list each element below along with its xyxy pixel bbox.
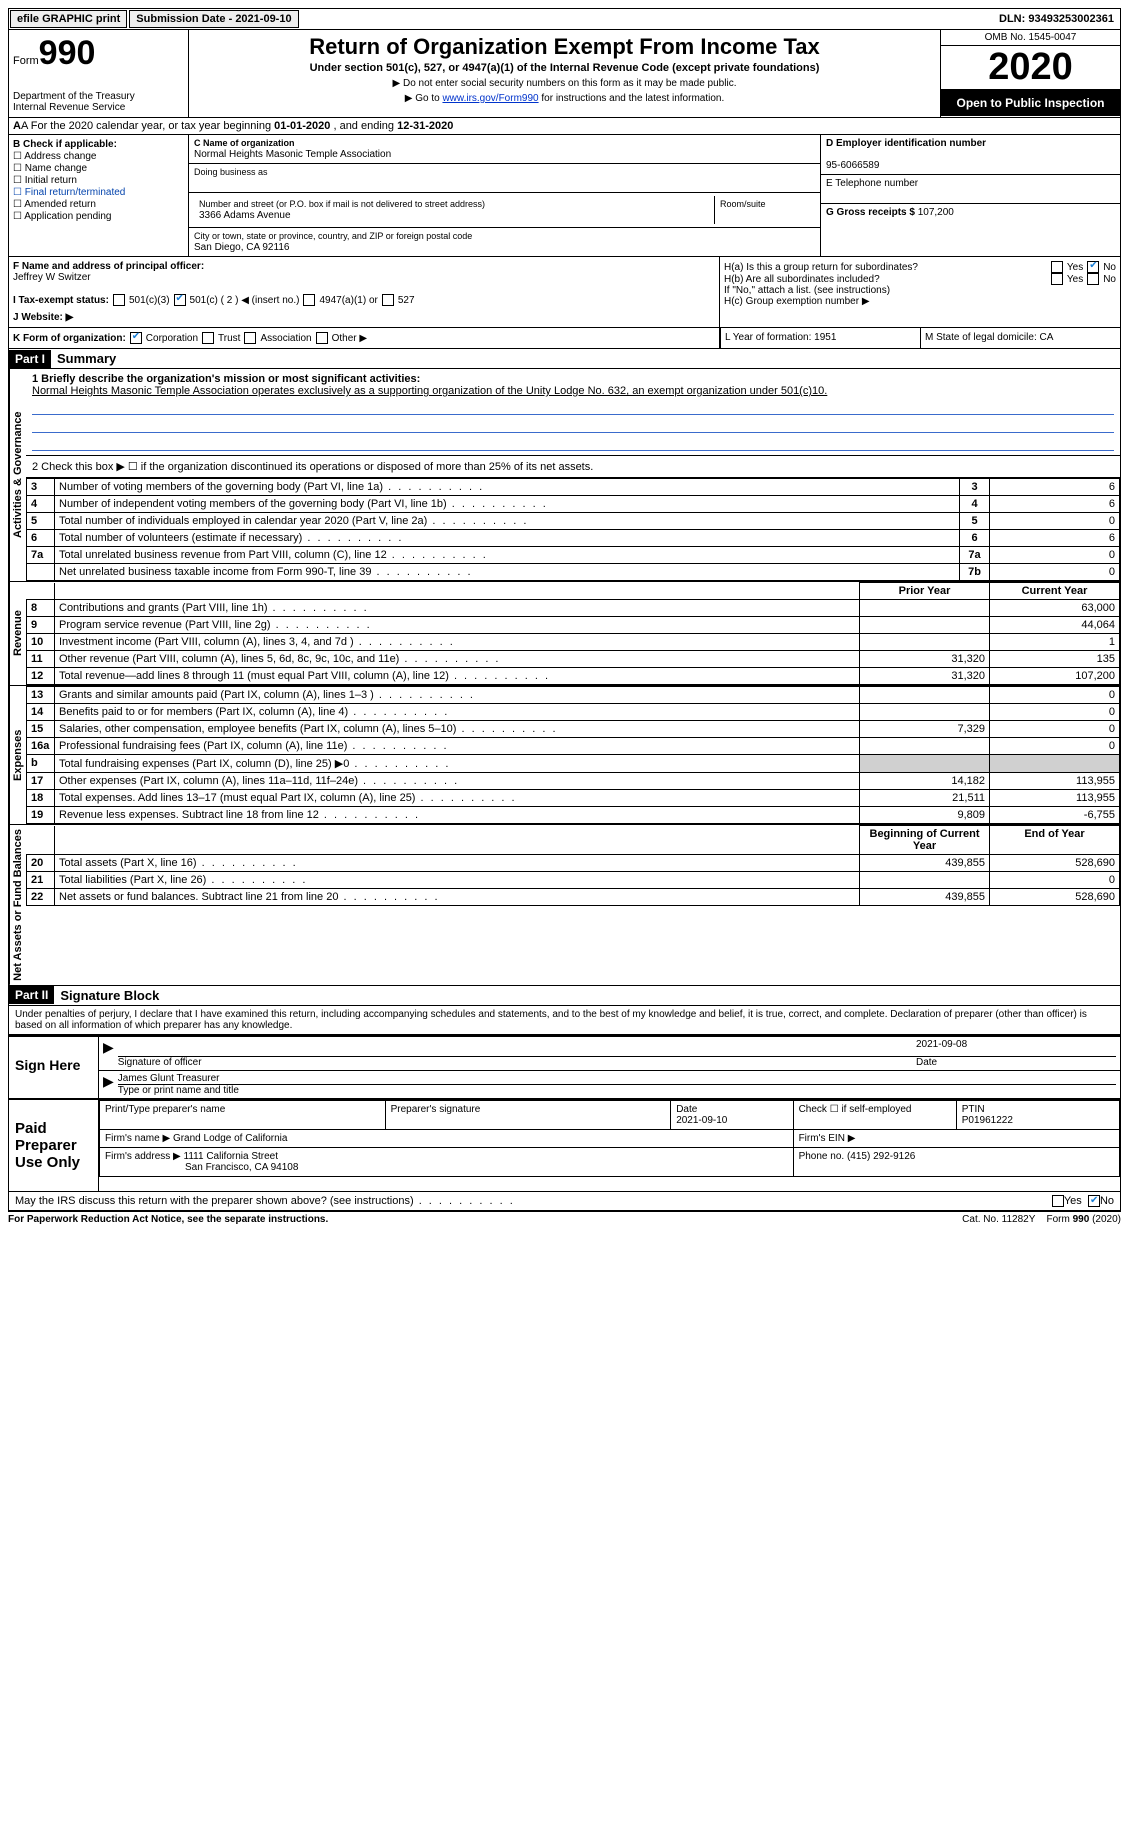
phone-label: E Telephone number — [826, 178, 918, 189]
check-527[interactable] — [382, 294, 394, 306]
firm-name: Grand Lodge of California — [173, 1133, 288, 1144]
footer: For Paperwork Reduction Act Notice, see … — [8, 1211, 1121, 1225]
arrow-icon: ▶ — [103, 1073, 114, 1096]
check-application-pending[interactable]: ☐ Application pending — [13, 211, 184, 222]
perjury-declaration: Under penalties of perjury, I declare th… — [8, 1006, 1121, 1035]
entity-block: B Check if applicable: ☐ Address change … — [8, 135, 1121, 257]
org-name: Normal Heights Masonic Temple Associatio… — [194, 149, 391, 160]
net-assets-table: Beginning of Current YearEnd of Year20To… — [26, 825, 1120, 906]
room-suite-label: Room/suite — [720, 199, 766, 209]
discuss-yes[interactable] — [1052, 1195, 1064, 1207]
discuss-row: May the IRS discuss this return with the… — [8, 1192, 1121, 1211]
part-1-header: Part I Summary — [8, 349, 1121, 369]
check-other[interactable] — [316, 332, 328, 344]
form-subtitle: Under section 501(c), 527, or 4947(a)(1)… — [193, 62, 936, 74]
form-title: Return of Organization Exempt From Incom… — [193, 34, 936, 60]
h-a-yes[interactable] — [1051, 261, 1063, 273]
form-ref: Form 990 (2020) — [1047, 1214, 1122, 1225]
arrow-icon: ▶ — [103, 1039, 114, 1068]
firm-city: San Francisco, CA 94108 — [185, 1162, 298, 1173]
firm-ein-label: Firm's EIN ▶ — [799, 1133, 856, 1144]
ptin: P01961222 — [962, 1115, 1013, 1126]
department-label: Department of the Treasury Internal Reve… — [13, 91, 184, 113]
sig-date: 2021-09-08 — [916, 1039, 1116, 1057]
rot-expenses: Expenses — [9, 686, 26, 824]
check-name-change[interactable]: ☐ Name change — [13, 163, 184, 174]
city-state-zip: San Diego, CA 92116 — [194, 242, 289, 253]
form-note-1: ▶ Do not enter social security numbers o… — [193, 78, 936, 89]
officer-group-block: F Name and address of principal officer:… — [8, 257, 1121, 328]
check-trust[interactable] — [202, 332, 214, 344]
check-501c3[interactable] — [113, 294, 125, 306]
h-b-yes[interactable] — [1051, 273, 1063, 285]
omb-number: OMB No. 1545-0047 — [941, 30, 1120, 46]
paid-preparer-block: Paid Preparer Use Only Print/Type prepar… — [8, 1099, 1121, 1192]
form-number: Form990 — [13, 34, 184, 73]
open-inspection-badge: Open to Public Inspection — [941, 90, 1120, 116]
h-a-no[interactable] — [1087, 261, 1099, 273]
gross-receipts: 107,200 — [918, 207, 954, 218]
check-final-return[interactable]: ☐ Final return/terminated — [13, 187, 184, 198]
check-corporation[interactable] — [130, 332, 142, 344]
h-b-no[interactable] — [1087, 273, 1099, 285]
sign-here-block: Sign Here ▶ Signature of officer 2021-09… — [8, 1035, 1121, 1099]
check-address-change[interactable]: ☐ Address change — [13, 151, 184, 162]
rot-governance: Activities & Governance — [9, 369, 26, 581]
col-c: C Name of organization Normal Heights Ma… — [189, 135, 820, 256]
h-b-note: If "No," attach a list. (see instruction… — [724, 285, 1116, 296]
check-amended-return[interactable]: ☐ Amended return — [13, 199, 184, 210]
revenue-table: Prior YearCurrent Year8Contributions and… — [26, 582, 1120, 685]
form-note-2: ▶ Go to www.irs.gov/Form990 for instruct… — [193, 93, 936, 104]
firm-phone: (415) 292-9126 — [847, 1151, 915, 1162]
line-2: 2 Check this box ▶ ☐ if the organization… — [26, 456, 1120, 478]
year-formation: L Year of formation: 1951 — [720, 328, 920, 348]
dba-label: Doing business as — [194, 167, 268, 177]
efile-print-button[interactable]: efile GRAPHIC print — [10, 10, 127, 28]
self-employed-check[interactable]: Check ☐ if self-employed — [799, 1104, 912, 1115]
website-label: J Website: ▶ — [13, 312, 73, 323]
check-association[interactable] — [244, 332, 256, 344]
discuss-no[interactable] — [1088, 1195, 1100, 1207]
street-address: 3366 Adams Avenue — [199, 210, 291, 221]
top-bar: efile GRAPHIC print Submission Date - 20… — [8, 8, 1121, 30]
expenses-table: 13Grants and similar amounts paid (Part … — [26, 686, 1120, 824]
dln-label: DLN: 93493253002361 — [993, 11, 1120, 27]
state-domicile: M State of legal domicile: CA — [920, 328, 1120, 348]
check-501c[interactable] — [174, 294, 186, 306]
tax-year: 2020 — [941, 46, 1120, 90]
mission-text: Normal Heights Masonic Temple Associatio… — [32, 385, 1114, 397]
ein-value: 95-6066589 — [826, 160, 879, 171]
officer-typed-name: James Glunt Treasurer — [118, 1073, 1116, 1085]
governance-table: 3Number of voting members of the governi… — [26, 478, 1120, 581]
h-c: H(c) Group exemption number ▶ — [724, 296, 1116, 307]
sig-officer-label: Signature of officer — [118, 1057, 202, 1068]
cat-no: Cat. No. 11282Y — [962, 1214, 1035, 1225]
prep-date: 2021-09-10 — [676, 1115, 727, 1126]
line-a: AA For the 2020 calendar year, or tax ye… — [8, 118, 1121, 135]
submission-date-button[interactable]: Submission Date - 2021-09-10 — [129, 10, 298, 28]
form-header: Form990 Department of the Treasury Inter… — [8, 30, 1121, 118]
rot-net-assets: Net Assets or Fund Balances — [9, 825, 26, 985]
check-4947[interactable] — [303, 294, 315, 306]
irs-link[interactable]: www.irs.gov/Form990 — [442, 93, 538, 104]
col-b: B Check if applicable: ☐ Address change … — [9, 135, 189, 256]
part-2-header: Part II Signature Block — [8, 986, 1121, 1006]
col-d: D Employer identification number 95-6066… — [820, 135, 1120, 256]
officer-name: Jeffrey W Switzer — [13, 272, 91, 283]
check-initial-return[interactable]: ☐ Initial return — [13, 175, 184, 186]
firm-address: 1111 California Street — [184, 1151, 279, 1162]
row-k: K Form of organization: Corporation Trus… — [8, 328, 1121, 349]
rot-revenue: Revenue — [9, 582, 26, 685]
